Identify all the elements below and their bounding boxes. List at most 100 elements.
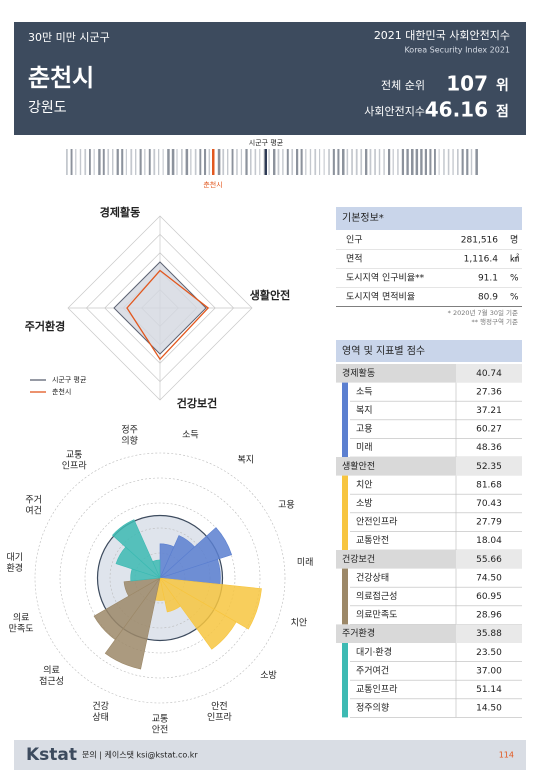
rose-sector: [159, 577, 181, 613]
info-label: 면적: [346, 253, 363, 265]
province: 강원도: [28, 100, 67, 116]
radar-avg: [113, 261, 207, 355]
item-score: 48.36: [476, 443, 502, 453]
strip-line: [273, 149, 276, 175]
strip-line: [217, 149, 221, 175]
item-name: 대기·환경: [356, 646, 392, 658]
strip-line: [194, 149, 197, 175]
strip-line: [121, 149, 124, 175]
info-unit: %: [510, 274, 519, 284]
strip-line: [378, 149, 381, 175]
rose-label: 고용: [278, 500, 295, 511]
group-strip: [342, 568, 348, 625]
item-name: 소득: [356, 386, 373, 397]
item-score: 28.96: [476, 611, 502, 621]
strip-line: [282, 149, 284, 175]
strip-line: [369, 149, 372, 175]
info-label: 도시지역 인구비율**: [346, 273, 425, 284]
rose-ring: [59, 477, 261, 679]
rose-label: 정주 의향: [121, 424, 138, 446]
strip-line: [475, 149, 478, 175]
group-score: 40.74: [476, 369, 502, 379]
group-score-cell: [456, 624, 522, 643]
strip-line: [171, 149, 175, 175]
strip-line: [75, 149, 77, 175]
item-score: 18.04: [476, 536, 502, 546]
group-score-cell: [456, 457, 522, 476]
strip-line: [79, 149, 82, 175]
strip-line: [447, 149, 450, 175]
group-score: 55.66: [476, 555, 502, 565]
strip-line: [139, 149, 142, 175]
strip-line: [125, 149, 127, 175]
rose-label: 소득: [182, 430, 199, 441]
rose-sector: [123, 577, 161, 597]
strip-line: [144, 149, 146, 175]
strip-line: [342, 149, 345, 175]
info-title-bar: [336, 207, 522, 230]
strip-line: [415, 149, 419, 175]
score-title-bar: [336, 340, 522, 362]
strip-line: [185, 149, 189, 175]
strip-line: [461, 149, 464, 175]
group-strip: [342, 643, 348, 718]
rose-label: 건강 상태: [92, 700, 109, 722]
strip-line: [300, 149, 303, 175]
group-score: 52.35: [476, 462, 502, 472]
item-name: 복지: [356, 405, 373, 416]
rose-ring: [34, 452, 286, 704]
item-name: 의료접근성: [356, 590, 397, 602]
rose-label: 대기 환경: [7, 552, 24, 574]
item-name: 소방: [356, 498, 373, 509]
info-note: ** 행정구역 기준: [471, 317, 518, 326]
strip-line: [240, 149, 243, 175]
strip-line: [392, 149, 394, 175]
group-name: 경제활동: [342, 367, 375, 379]
strip-line: [227, 149, 229, 175]
strip-line: [466, 149, 469, 175]
strip-line: [438, 149, 440, 175]
item-name: 안전인프라: [356, 517, 398, 528]
strip-line: [148, 149, 151, 175]
strip-line: [93, 149, 95, 175]
strip-line: [250, 149, 252, 175]
strip-line: [112, 149, 114, 175]
index: 46.16: [425, 98, 488, 122]
item-name: 건강상태: [356, 572, 389, 583]
strip-line: [98, 149, 101, 175]
rose-label: 치안: [291, 617, 308, 629]
strip-line: [84, 149, 87, 175]
logo: Kstat: [26, 745, 77, 765]
strip-line: [176, 149, 178, 175]
subtitle: Korea Security Index 2021: [404, 46, 510, 55]
info-value: 1,116.4: [464, 255, 499, 265]
strip-line: [231, 149, 234, 175]
strip-line: [351, 149, 353, 175]
group-strip: [342, 475, 348, 550]
group-name: 건강보건: [342, 554, 375, 565]
strip-line: [305, 149, 307, 175]
strip-line: [135, 149, 137, 175]
strip-line: [323, 149, 325, 175]
strip-line: [319, 149, 321, 175]
strip-line: [360, 149, 363, 175]
group-score: 35.88: [476, 629, 502, 639]
legend-avg: 시군구 평균: [52, 375, 87, 384]
rank-unit: 위: [496, 78, 509, 94]
strip-line: [254, 149, 257, 175]
strip-line: [208, 149, 211, 175]
strip-line: [309, 149, 312, 175]
item-name: 고용: [356, 424, 373, 435]
item-score: 37.00: [476, 666, 502, 676]
rose-label: 미래: [297, 557, 314, 568]
strip-line: [245, 149, 248, 175]
index-unit: 점: [496, 103, 509, 120]
strip-line: [158, 149, 160, 175]
rose-label: 주거 여건: [25, 494, 42, 516]
strip-line: [332, 149, 335, 175]
strip-line: [337, 149, 340, 175]
item-score: 27.36: [476, 387, 502, 397]
category: 30만 미만 시군구: [28, 31, 110, 44]
strip-line: [70, 149, 73, 175]
